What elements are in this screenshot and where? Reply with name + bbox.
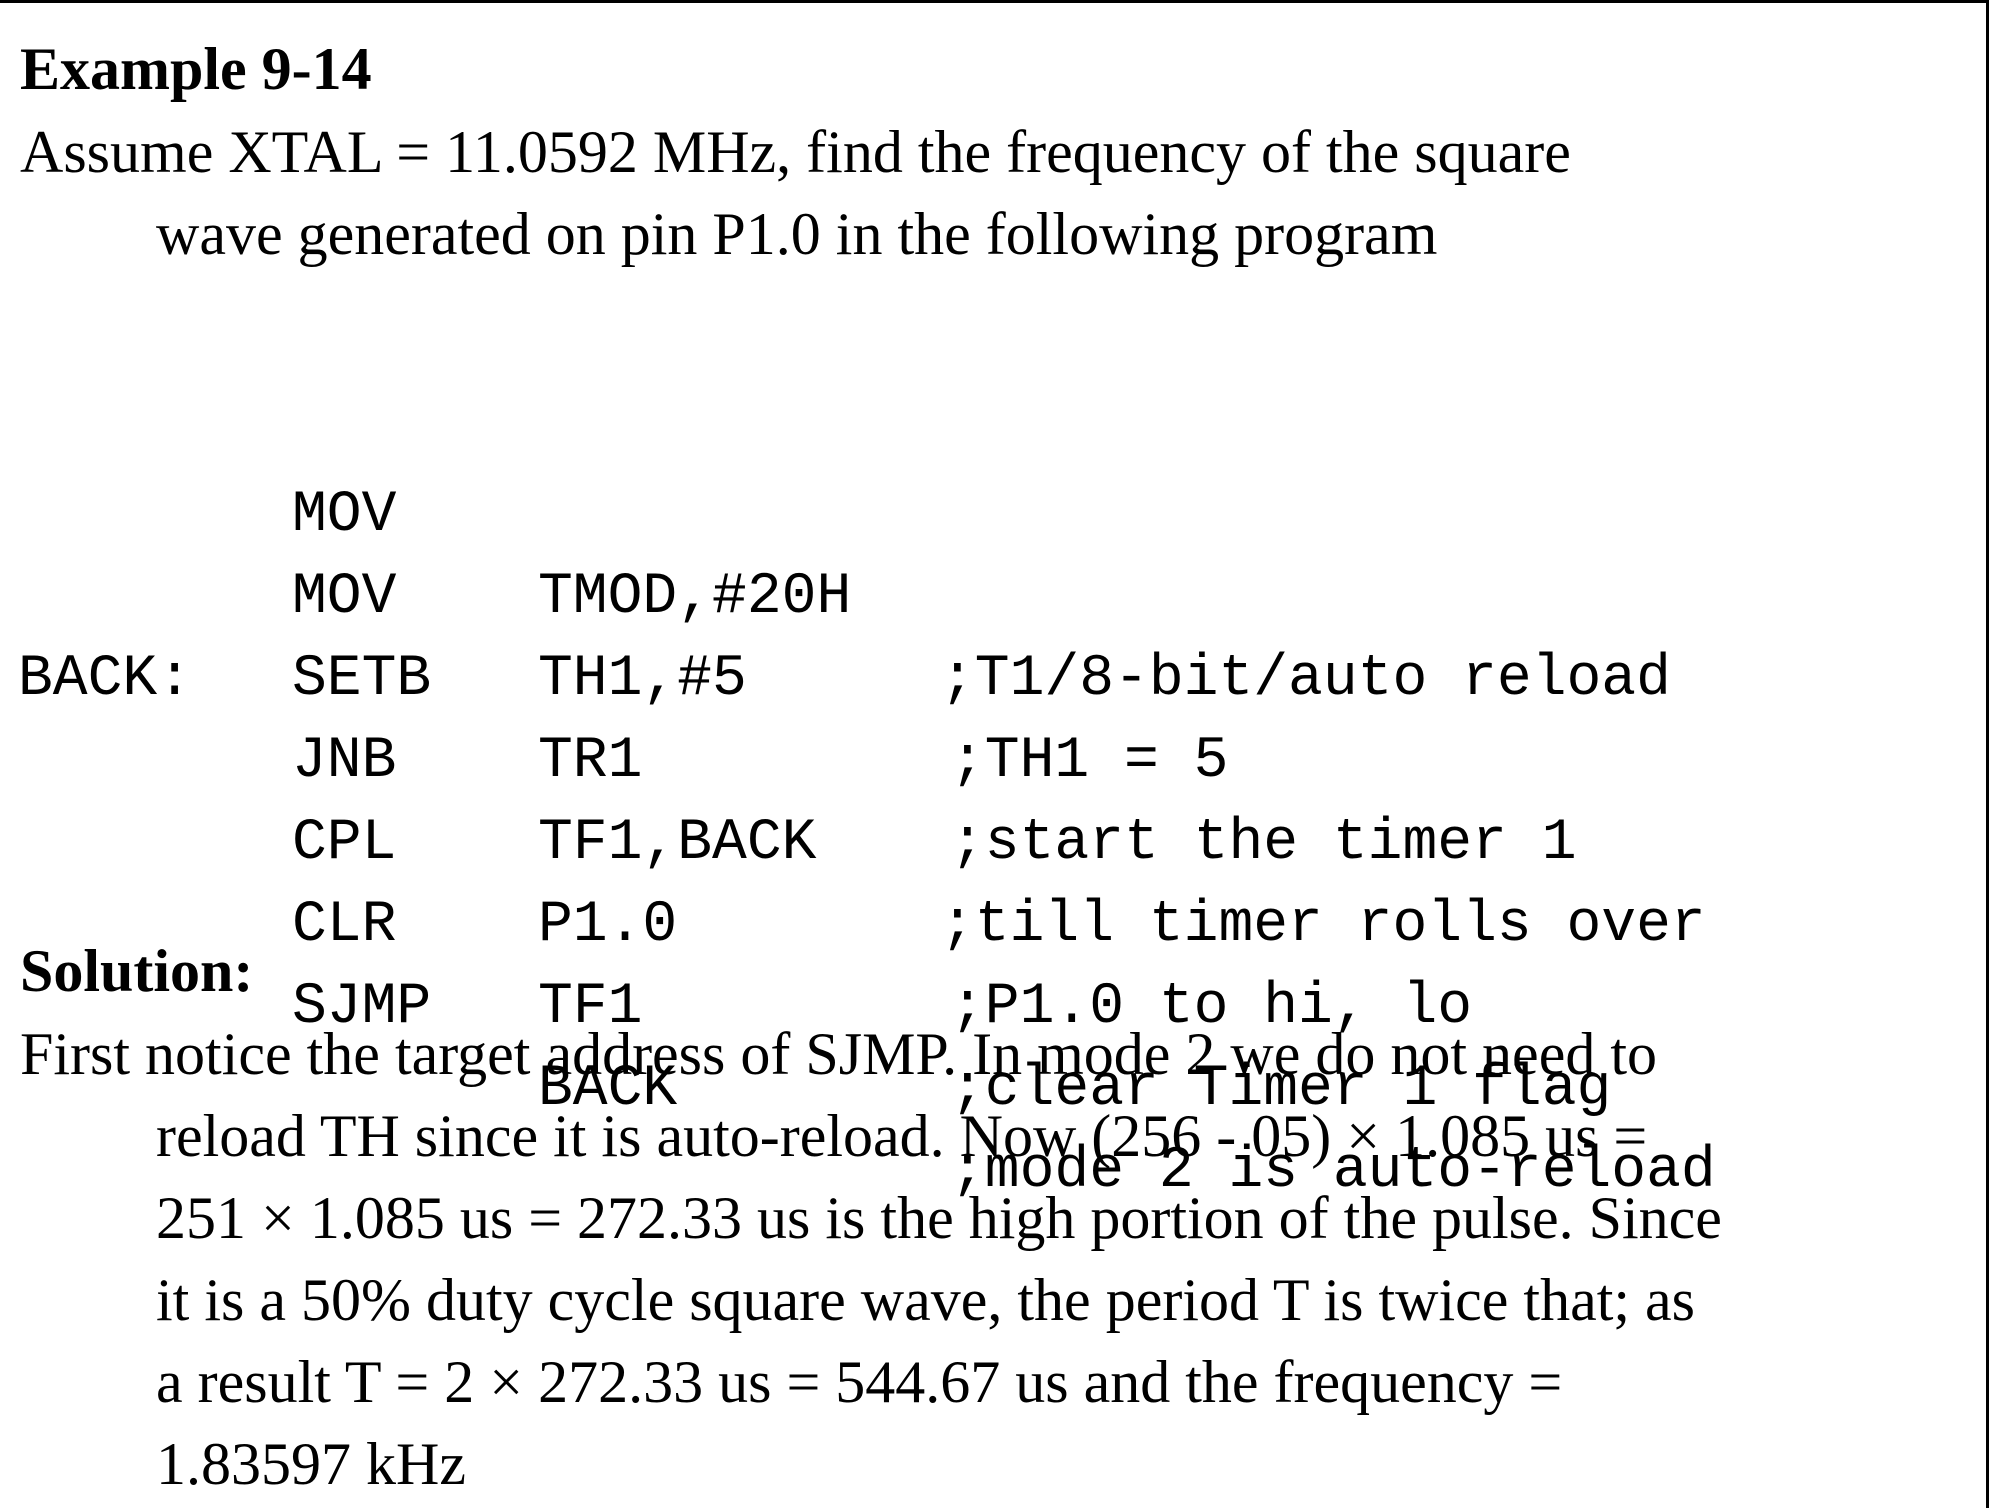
code-line: BACK: JNB TF1,BACK ;till timer rolls ove… — [0, 557, 1990, 958]
question-line-2: wave generated on pin P1.0 in the follow… — [156, 201, 1438, 267]
code-operand: TR1 — [538, 729, 643, 794]
code-operand: TH1,#5 — [538, 647, 747, 712]
code-label: BACK: — [18, 647, 193, 712]
code-opcode: JNB — [292, 729, 397, 794]
code-line: MOV TH1,#5 ;TH1 = 5 — [0, 393, 1990, 794]
code-opcode: CPL — [292, 811, 397, 876]
code-operand: TF1 — [538, 975, 643, 1040]
solution-heading: Solution: — [20, 938, 254, 1004]
code-operand: P1.0 — [538, 893, 678, 958]
code-line: CPL P1.0 ;P1.0 to hi, lo — [0, 639, 1990, 1040]
code-opcode: MOV — [292, 565, 397, 630]
solution-line: reload TH since it is auto-reload. Now (… — [156, 1103, 1648, 1169]
code-comment: ;TH1 = 5 — [950, 729, 1229, 794]
solution-line: First notice the target address of SJMP.… — [20, 1021, 1657, 1087]
code-comment: ;P1.0 to hi, lo — [950, 975, 1473, 1040]
code-opcode: SETB — [292, 647, 432, 712]
code-opcode: MOV — [292, 483, 397, 548]
code-line: CLR TF1 ;clear Timer 1 flag — [0, 721, 1990, 1122]
code-operand: TMOD,#20H — [538, 565, 852, 630]
code-opcode: SJMP — [292, 975, 432, 1040]
code-comment: ;mode 2 is auto-reload — [950, 1139, 1716, 1204]
solution-line: it is a 50% duty cycle square wave, the … — [156, 1267, 1696, 1333]
code-comment: ;start the timer 1 — [950, 811, 1577, 876]
solution-text: First notice the target address of SJMP.… — [20, 1013, 1970, 1505]
question-line-1: Assume XTAL = 11.0592 MHz, find the freq… — [20, 119, 1571, 185]
code-operand: TF1,BACK — [538, 811, 817, 876]
solution-line: 251 × 1.085 us = 272.33 us is the high p… — [156, 1185, 1722, 1251]
code-line: MOV TMOD,#20H ;T1/8-bit/auto reload — [0, 311, 1990, 712]
code-opcode: CLR — [292, 893, 397, 958]
code-comment: ;clear Timer 1 flag — [950, 1057, 1612, 1122]
solution-line: a result T = 2 × 272.33 us = 544.67 us a… — [156, 1349, 1563, 1415]
code-line: SETB TR1 ;start the timer 1 — [0, 475, 1990, 876]
assembly-code-listing: MOV TMOD,#20H ;T1/8-bit/auto reload MOV … — [0, 311, 1990, 1204]
example-title: Example 9-14 — [20, 36, 372, 102]
question-text: Assume XTAL = 11.0592 MHz, find the freq… — [20, 111, 1900, 275]
solution-line: 1.83597 kHz — [156, 1431, 466, 1497]
code-comment: ;T1/8-bit/auto reload — [940, 647, 1671, 712]
code-comment: ;till timer rolls over — [940, 893, 1706, 958]
code-line: SJMP BACK ;mode 2 is auto-reload — [0, 803, 1990, 1204]
code-operand: BACK — [538, 1057, 678, 1122]
